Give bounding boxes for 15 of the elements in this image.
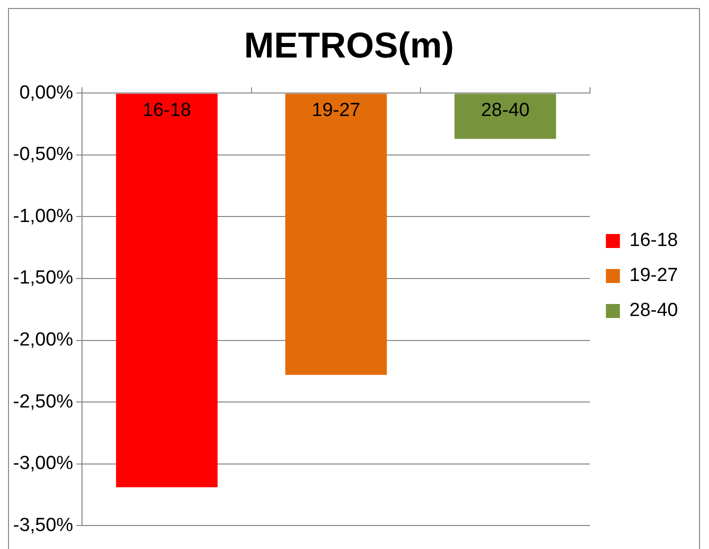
y-tick-label: -3,00% — [13, 453, 74, 474]
y-tick-label: -2,50% — [13, 391, 74, 412]
y-tick-label: -2,00% — [13, 330, 74, 351]
y-tick-label: -1,00% — [13, 206, 74, 227]
x-tick-label: 19-27 — [312, 100, 360, 121]
legend-label: 28-40 — [629, 300, 678, 322]
x-tick-label: 16-18 — [142, 100, 192, 121]
chart-title: METROS(m) — [244, 24, 454, 66]
legend-label: 16-18 — [629, 230, 678, 252]
x-tick-label: 28-40 — [480, 100, 530, 121]
y-tick-label: 0,00% — [19, 82, 74, 104]
y-tick-label: -1,50% — [13, 268, 74, 289]
legend-label: 19-27 — [629, 265, 678, 286]
y-tick-label: -0,50% — [13, 144, 74, 166]
y-tick-label: -3,50% — [13, 514, 74, 536]
